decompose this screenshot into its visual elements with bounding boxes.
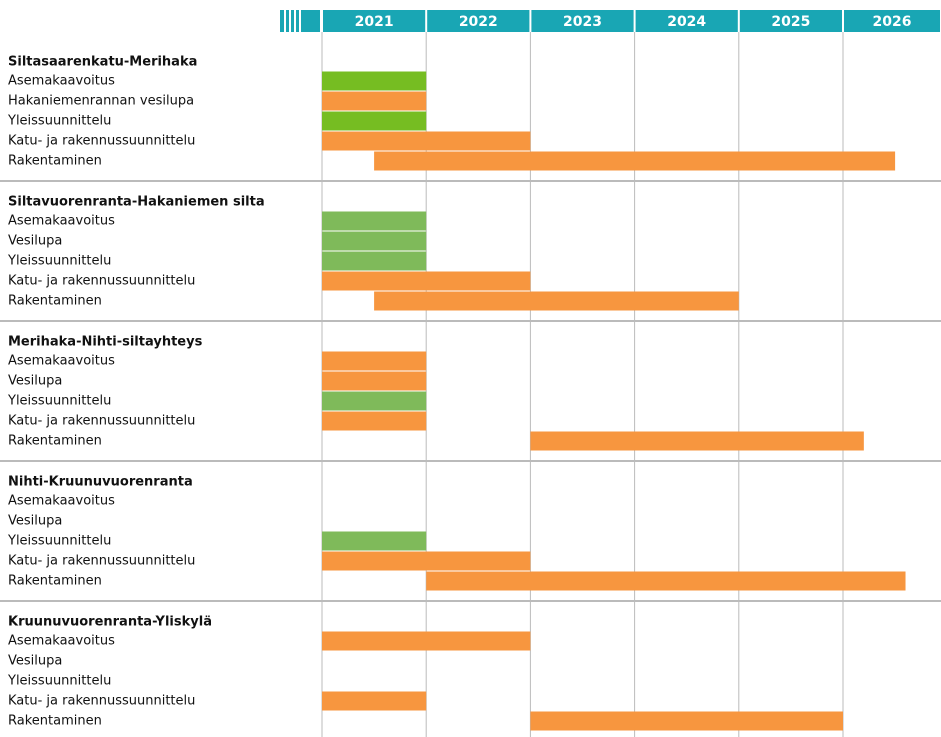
task-label: Katu- ja rakennussuunnittelu <box>8 554 195 569</box>
task-bar <box>322 111 427 131</box>
task-label: Vesilupa <box>8 234 62 249</box>
task-label: Asemakaavoitus <box>8 634 115 649</box>
task-label: Katu- ja rakennussuunnittelu <box>8 694 195 709</box>
year-box <box>635 10 738 32</box>
year-box <box>427 10 530 32</box>
task-bar <box>322 551 531 571</box>
task-bar <box>322 271 531 291</box>
task-label: Vesilupa <box>8 514 62 529</box>
x-tick-label: 2026 <box>873 14 912 30</box>
task-label: Asemakaavoitus <box>8 354 115 369</box>
year-box <box>323 10 426 32</box>
task-bar <box>322 691 427 711</box>
x-tick-label: 2024 <box>667 14 706 30</box>
labels: 2021 2022 2023 2024 2025 2026 Siltasaarenkatu-… <box>7 10 940 729</box>
year-box <box>531 10 634 32</box>
task-bar <box>322 631 531 651</box>
task-label: Vesilupa <box>8 374 62 389</box>
task-label: Rakentaminen <box>8 714 102 729</box>
task-bar <box>322 71 427 91</box>
task-label: Yleissuunnittelu <box>7 534 111 549</box>
task-label: Katu- ja rakennussuunnittelu <box>8 274 195 289</box>
task-label: Yleissuunnittelu <box>7 114 111 129</box>
group-title: Siltasaarenkatu-Merihaka <box>8 55 197 70</box>
task-bar <box>530 711 843 731</box>
x-tick-label: 2025 <box>771 14 810 30</box>
task-bar <box>322 371 427 391</box>
year-box <box>739 10 842 32</box>
task-label: Rakentaminen <box>8 434 102 449</box>
group-title: Siltavuorenranta-Hakaniemen silta <box>8 195 265 210</box>
task-bar <box>322 231 427 251</box>
task-bar <box>322 531 427 551</box>
task-bar <box>322 391 427 411</box>
group-title: Nihti-Kruunuvuorenranta <box>8 475 193 490</box>
task-bar <box>322 411 427 431</box>
task-label: Yleissuunnittelu <box>7 254 111 269</box>
task-label: Yleissuunnittelu <box>7 674 111 689</box>
task-bar <box>530 431 864 451</box>
task-label: Vesilupa <box>8 654 62 669</box>
task-bar <box>374 291 739 311</box>
task-label: Asemakaavoitus <box>8 494 115 509</box>
task-label: Katu- ja rakennussuunnittelu <box>8 134 195 149</box>
task-bar <box>322 351 427 371</box>
task-bar <box>374 151 896 171</box>
x-tick-label: 2023 <box>563 14 602 30</box>
group-title: Kruunuvuorenranta-Yliskylä <box>8 615 212 630</box>
x-tick-label: 2022 <box>459 14 498 30</box>
year-box <box>844 10 940 32</box>
task-bar <box>426 571 906 591</box>
x-tick-label: 2021 <box>355 14 394 30</box>
task-bar <box>322 251 427 271</box>
task-label: Asemakaavoitus <box>8 74 115 89</box>
task-label: Hakaniemenrannan vesilupa <box>8 94 194 109</box>
task-label: Katu- ja rakennussuunnittelu <box>8 414 195 429</box>
group-title: Merihaka-Nihti-siltayhteys <box>8 335 203 350</box>
header-stripes <box>280 10 320 32</box>
task-label: Asemakaavoitus <box>8 214 115 229</box>
task-label: Rakentaminen <box>8 154 102 169</box>
task-label: Rakentaminen <box>8 294 102 309</box>
task-label: Yleissuunnittelu <box>7 394 111 409</box>
task-bar <box>322 91 427 111</box>
task-label: Rakentaminen <box>8 574 102 589</box>
task-bar <box>322 131 531 151</box>
task-bar <box>322 211 427 231</box>
bars <box>322 71 906 731</box>
